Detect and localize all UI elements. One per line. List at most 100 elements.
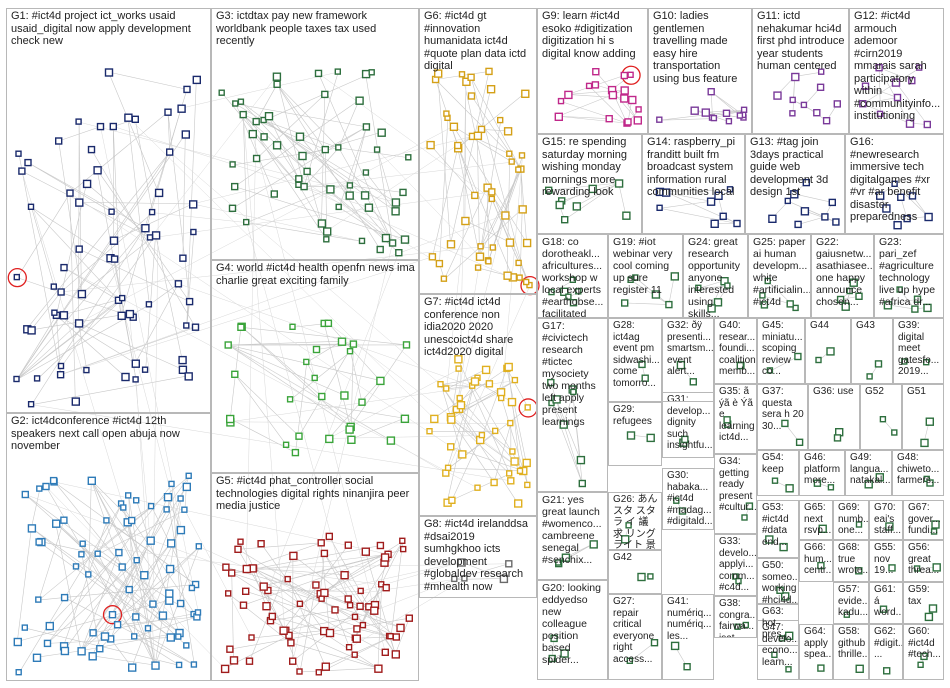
node-g5	[351, 613, 359, 621]
node-g2	[176, 599, 185, 608]
node-g6	[449, 122, 459, 132]
group-label-g22: G22: gaiusnetw... asathiasee... one happ…	[816, 236, 874, 308]
node-g7	[507, 419, 514, 427]
node-g13	[794, 220, 802, 229]
node-g2	[42, 482, 50, 491]
node-g5	[361, 547, 370, 556]
edge-g2	[55, 522, 130, 590]
group-label-g31: G31: develop... dignity such insightfu..…	[667, 394, 713, 451]
group-label-g40: G40: resear... foundi... coalition memb.…	[719, 320, 756, 377]
node-g3	[400, 235, 410, 244]
group-label-g26: G26: あん スタ スタラ イ 議 求 リングライト 景 2 員 交 換	[613, 494, 658, 550]
node-g2	[183, 642, 190, 649]
edge-g2	[110, 638, 132, 668]
edge-g5	[249, 555, 294, 662]
node-g1	[141, 223, 150, 233]
node-g1	[18, 167, 26, 175]
node-g11	[789, 96, 796, 104]
node-g5	[400, 545, 407, 553]
node-g5	[312, 581, 320, 589]
node-g6	[485, 67, 493, 76]
node-g2	[182, 482, 192, 492]
node-g3	[326, 185, 335, 194]
node-g7	[507, 477, 515, 485]
edge-g4	[227, 344, 351, 427]
edge-g2	[134, 636, 180, 666]
edge-g2	[47, 560, 138, 644]
edge-g7	[446, 383, 490, 390]
node-g7	[444, 464, 452, 471]
node-g3	[260, 133, 268, 141]
node-g24	[695, 284, 702, 291]
node-g2	[175, 661, 183, 669]
node-g1	[188, 200, 198, 209]
node-g3	[360, 191, 370, 200]
node-g14	[719, 212, 727, 221]
node-g7	[458, 450, 467, 459]
node-g7	[455, 365, 462, 372]
edge-g2	[82, 544, 135, 638]
node-g5	[399, 537, 406, 544]
node-g5	[356, 602, 364, 610]
edge-g6	[519, 208, 523, 279]
node-g3	[373, 146, 381, 153]
node-g6	[454, 141, 462, 150]
group-cell-g9: G9: learn #ict4d esoko #digitization dig…	[537, 8, 648, 134]
node-g1	[75, 198, 84, 207]
node-g2	[118, 563, 126, 571]
cross-edge	[323, 579, 455, 631]
node-g1	[177, 104, 186, 113]
node-g3	[252, 154, 261, 163]
edge-g7	[506, 368, 529, 409]
node-g1	[57, 288, 65, 296]
edge-g12	[895, 81, 928, 125]
group-cell-g14: G14: raspberry_pi franditt built fm broa…	[642, 134, 745, 234]
node-g5	[262, 602, 271, 611]
node-g7	[506, 470, 513, 477]
edge-g3	[246, 222, 363, 242]
node-g5	[357, 587, 364, 595]
node-g2	[177, 495, 184, 502]
edge-g17	[562, 392, 575, 425]
edge-g3	[263, 72, 373, 121]
node-g2	[127, 663, 137, 672]
node-g1	[124, 113, 133, 122]
node-g9	[605, 114, 613, 123]
node-g19	[651, 290, 661, 299]
node-g5	[224, 590, 232, 597]
node-g40	[736, 361, 744, 370]
group-cell-g13: G13: #tag join 3days practical guide web…	[745, 134, 845, 234]
node-g9	[591, 81, 600, 89]
group-cell-g25: G25: paper ai human developm... white #a…	[748, 234, 811, 318]
edge-g5	[245, 590, 392, 638]
node-g5	[380, 553, 390, 562]
edge-g2	[49, 552, 120, 626]
node-g19	[670, 272, 679, 281]
node-g6	[426, 140, 435, 150]
group-label-g16: G16: #newresearch immersive tech digital…	[850, 136, 931, 223]
edge-g5	[359, 541, 404, 607]
node-g2	[60, 593, 69, 602]
node-g5	[296, 600, 304, 607]
node-g53	[779, 542, 788, 552]
edge-g13	[793, 193, 833, 203]
node-g2	[168, 480, 175, 488]
edge-g24	[698, 280, 725, 289]
edge-g7	[450, 369, 460, 420]
edge-g5	[323, 561, 385, 593]
edge-g19	[624, 302, 669, 305]
group-label-g32: G32: ðÿ presenti... smartsm... event ale…	[667, 320, 714, 377]
node-g7	[478, 431, 486, 439]
edge-g10	[710, 91, 713, 119]
node-g11	[816, 83, 825, 92]
edge-g1	[91, 149, 196, 328]
group-label-g55: G55: nov 19...	[874, 542, 896, 576]
node-g10	[707, 87, 715, 96]
node-g48	[926, 479, 934, 487]
edge-g45	[770, 356, 799, 372]
edge-g1	[61, 234, 156, 367]
group-label-g4: G4: world #ict4d health openfn news ima …	[216, 262, 415, 287]
node-g7	[481, 365, 491, 375]
cross-edge	[184, 510, 253, 639]
node-g10	[701, 108, 710, 117]
